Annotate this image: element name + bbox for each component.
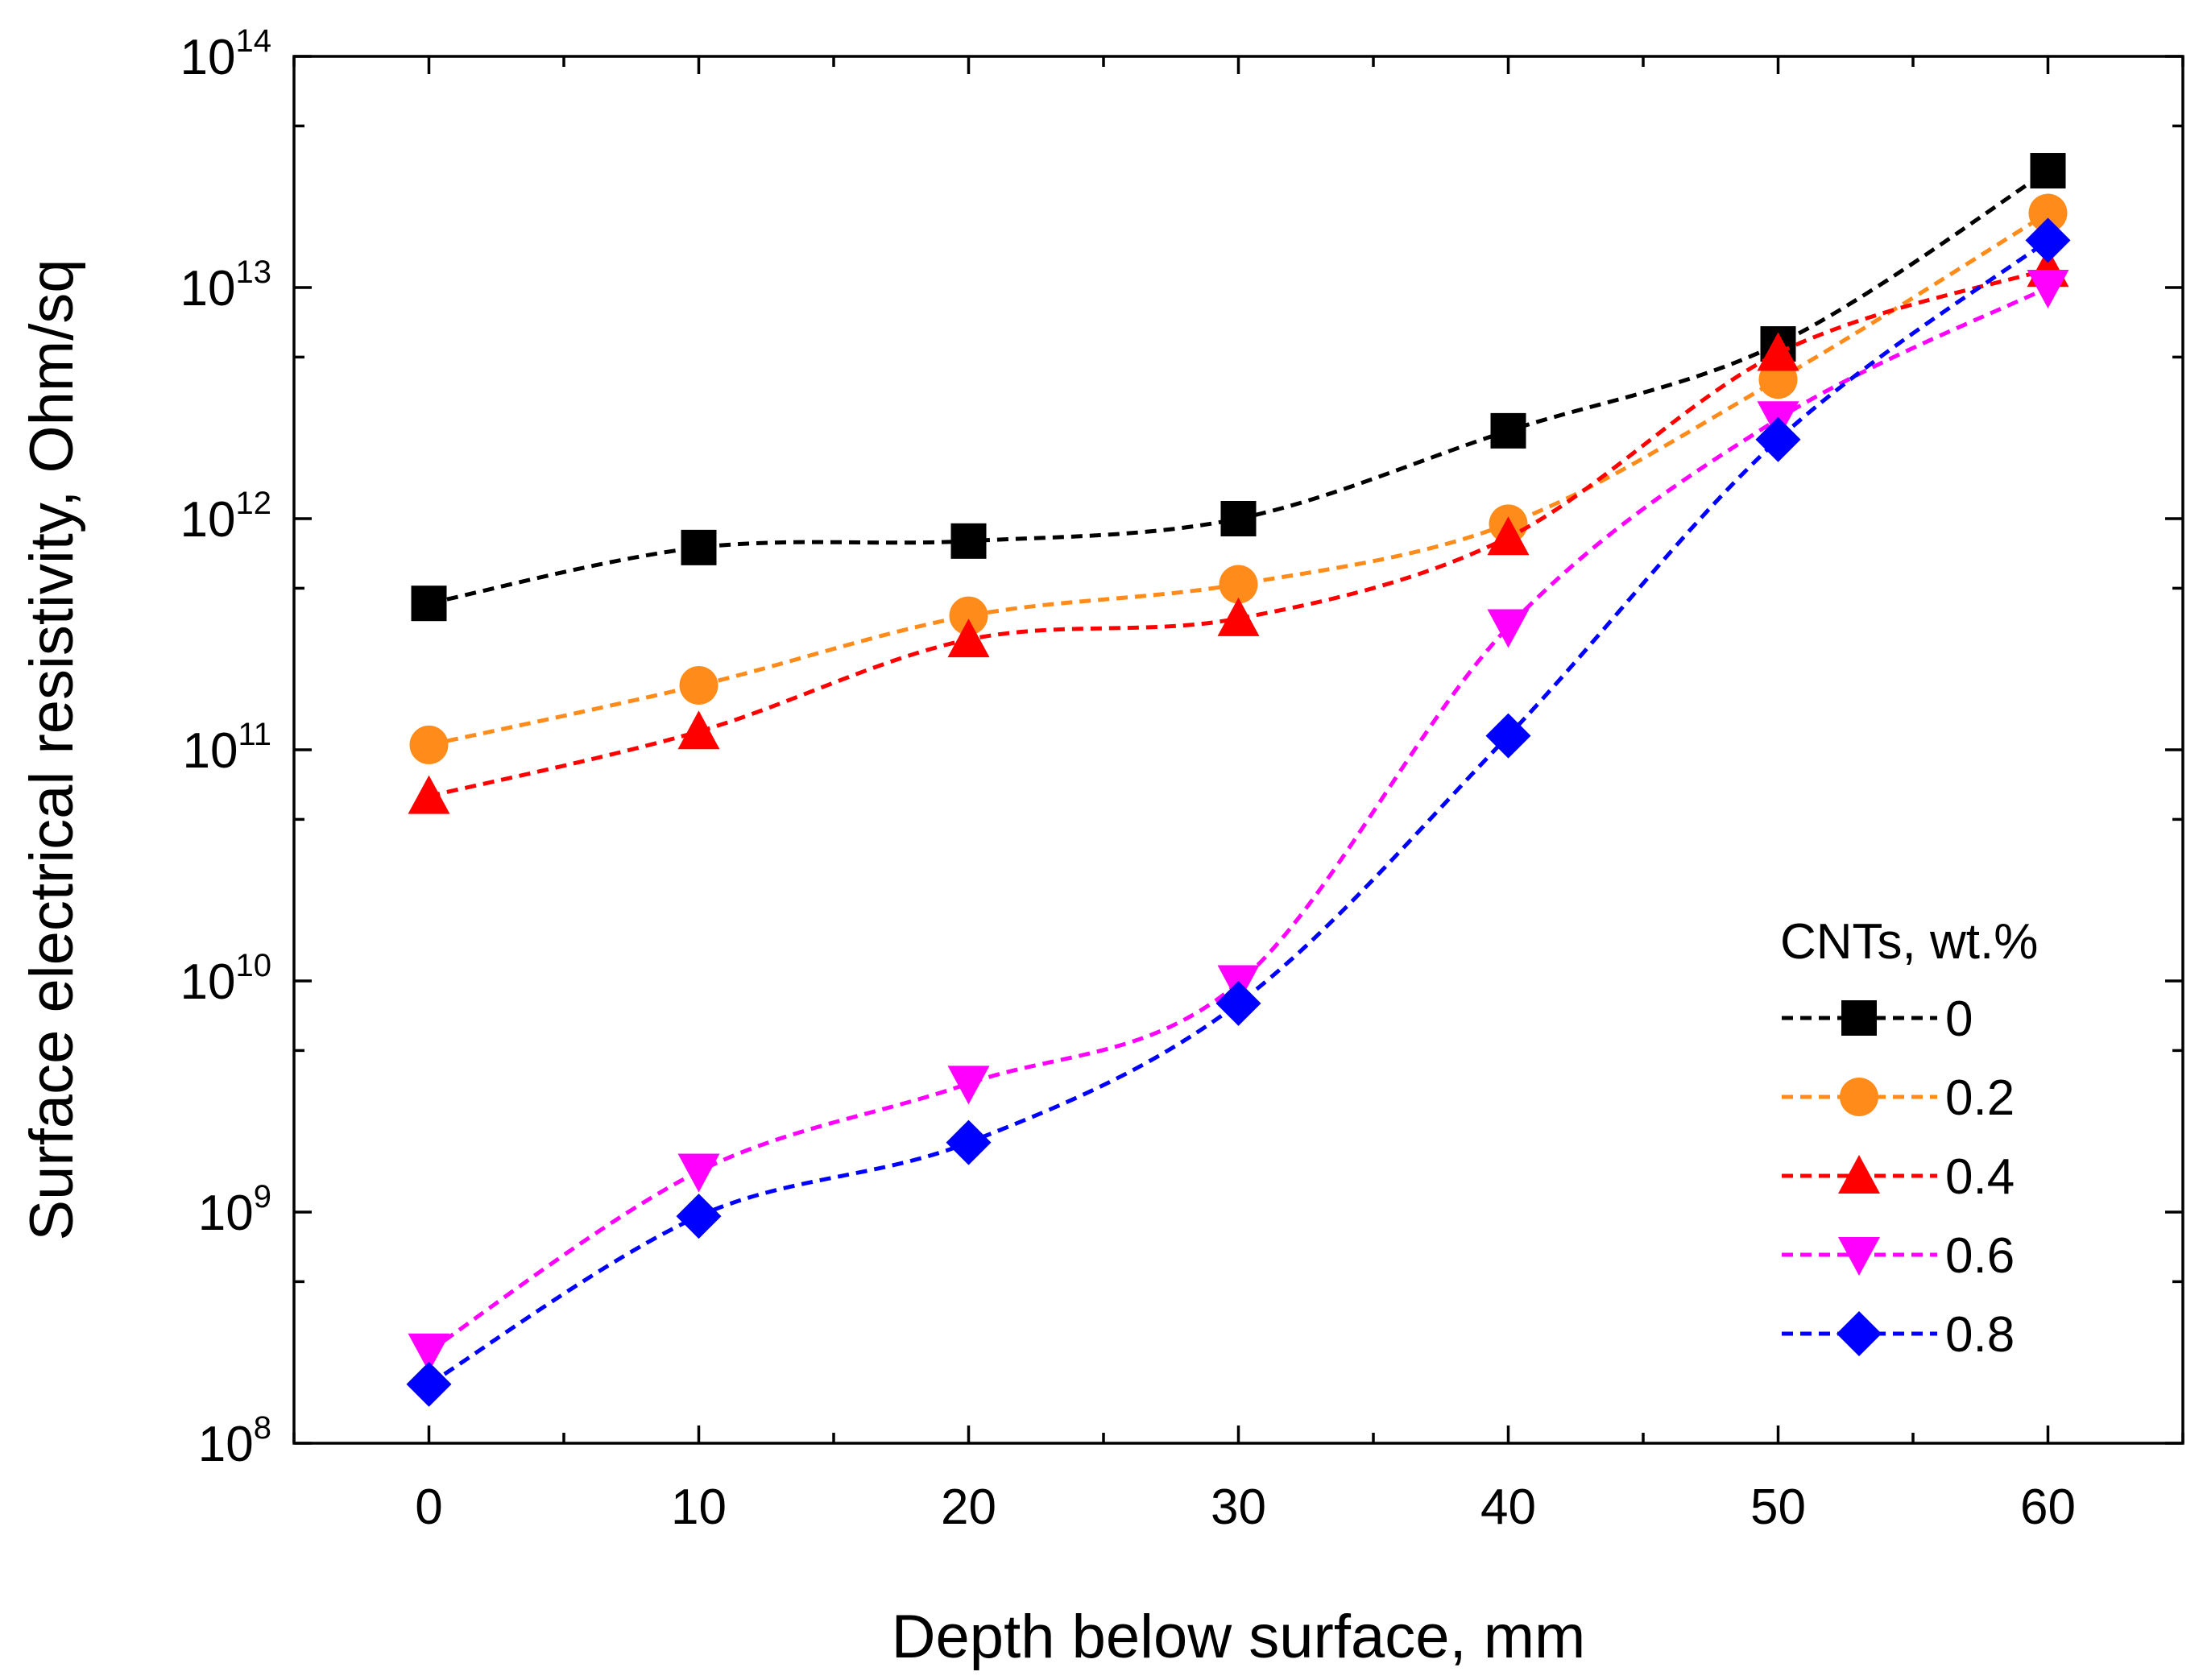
data-point	[676, 1194, 722, 1239]
series-0-2	[409, 193, 2068, 764]
data-point	[1215, 980, 1261, 1026]
legend-label: 0.2	[1945, 1070, 2015, 1126]
y-tick-label: 1013	[180, 254, 271, 317]
series-line	[428, 285, 2049, 1353]
data-point	[1217, 597, 1260, 636]
x-tick-label: 60	[2020, 1479, 2076, 1535]
series-0-8	[406, 217, 2071, 1407]
data-point	[947, 1066, 990, 1105]
data-point	[677, 710, 720, 750]
data-point	[1485, 713, 1531, 759]
x-tick-label: 50	[1750, 1479, 1806, 1535]
y-tick-label: 1011	[183, 717, 272, 779]
x-tick-label: 10	[671, 1479, 727, 1535]
legend-item: 0.8	[1782, 1307, 2015, 1363]
data-point	[1220, 501, 1257, 536]
legend-item: 0	[1782, 991, 1973, 1047]
legend-item: 0.2	[1782, 1070, 2015, 1126]
data-point	[681, 529, 717, 565]
data-point	[1487, 609, 1530, 648]
legend-item: 0.4	[1782, 1149, 2015, 1205]
data-point	[2028, 193, 2068, 233]
series-line	[428, 238, 2049, 1386]
data-point	[949, 596, 988, 635]
legend-label: 0.8	[1945, 1307, 2015, 1363]
axes-layer: 0 10 20 30 40 50 60 108 109 1010 1011 1012 1013 1014	[180, 23, 2184, 1535]
legend-marker	[1837, 1311, 1882, 1356]
y-tick-label: 1010	[180, 948, 271, 1010]
legend-label: 0.4	[1945, 1149, 2015, 1205]
data-point	[411, 586, 447, 622]
series-0-6	[408, 270, 2069, 1372]
data-point	[1219, 565, 1258, 604]
data-point	[947, 619, 990, 658]
data-point	[1490, 412, 1526, 449]
y-tick-label: 109	[198, 1179, 271, 1241]
legend: CNTs, wt.% 0 0.2 0.4 0.6 0.8	[1780, 914, 2038, 1363]
y-tick-label: 1012	[180, 486, 271, 548]
x-tick-label: 0	[415, 1479, 442, 1535]
y-axis-title: Surface electrical resistivity, Ohm/sq	[18, 259, 86, 1240]
series-line	[428, 211, 2049, 747]
legend-marker	[1840, 1078, 1878, 1116]
legend-title: CNTs, wt.%	[1780, 914, 2038, 970]
data-point	[2030, 153, 2066, 189]
legend-marker	[1841, 1000, 1877, 1036]
data-point	[679, 665, 718, 705]
data-point	[1757, 332, 1799, 371]
legend-label: 0	[1945, 991, 1973, 1047]
x-axis-title: Depth below surface, mm	[892, 1603, 1586, 1671]
data-point	[1755, 416, 1801, 462]
x-tick-label: 30	[1211, 1479, 1266, 1535]
y-tick-label: 108	[198, 1410, 271, 1472]
data-point	[408, 1333, 450, 1372]
data-point	[950, 523, 987, 559]
x-tick-label: 20	[941, 1479, 996, 1535]
legend-marker	[1838, 1155, 1880, 1194]
y-tick-label: 1014	[180, 23, 271, 85]
x-tick-label: 40	[1480, 1479, 1536, 1535]
data-point	[408, 775, 450, 814]
data-point	[677, 1153, 720, 1193]
legend-item: 0.6	[1782, 1228, 2015, 1284]
legend-label: 0.6	[1945, 1228, 2015, 1284]
legend-marker	[1838, 1237, 1880, 1276]
data-point	[2027, 270, 2069, 308]
data-point	[406, 1361, 452, 1407]
series-line	[428, 168, 2049, 606]
series-layer	[406, 153, 2071, 1407]
plot-frame	[292, 55, 2184, 1445]
data-point	[2025, 217, 2071, 263]
data-point	[946, 1119, 992, 1165]
data-point	[1487, 516, 1530, 556]
series-0	[411, 153, 2066, 622]
data-point	[409, 725, 449, 764]
